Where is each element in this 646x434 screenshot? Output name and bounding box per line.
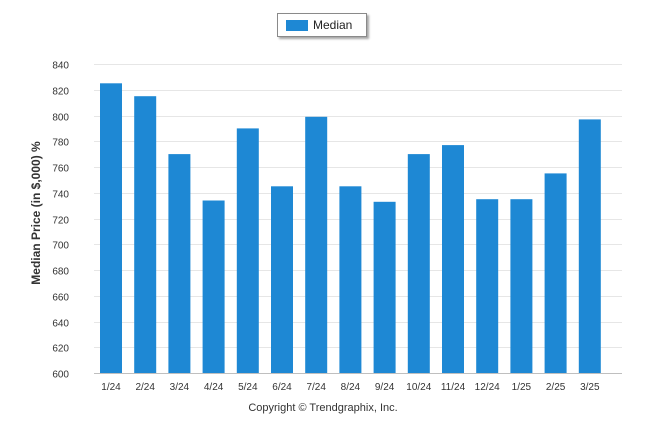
x-tick-label: 11/24 [441, 382, 466, 393]
legend: Median [277, 13, 367, 37]
y-tick-label: 680 [52, 267, 69, 278]
x-tick-label: 1/24 [101, 382, 121, 393]
y-tick-label: 640 [52, 319, 69, 330]
y-tick-label: 700 [52, 241, 69, 252]
bar [168, 154, 191, 373]
y-axis-label: Median Price (in $,000) % [29, 141, 43, 285]
x-tick-label: 5/24 [238, 382, 258, 393]
y-tick-label: 820 [52, 87, 69, 98]
y-tick-label: 780 [52, 138, 69, 149]
x-tick-label: 10/24 [406, 382, 431, 393]
bar [236, 128, 259, 373]
bar [202, 200, 225, 373]
bar [476, 199, 499, 373]
bar [339, 186, 362, 373]
bar [578, 119, 601, 374]
y-tick-label: 840 [52, 61, 69, 72]
x-tick-label: 4/24 [204, 382, 224, 393]
copyright-text: Copyright © Trendgraphix, Inc. [248, 402, 398, 414]
x-tick-label: 3/25 [580, 382, 600, 393]
x-tick-label: 3/24 [170, 382, 190, 393]
bar [407, 154, 430, 373]
y-tick-label: 620 [52, 344, 69, 355]
y-tick-label: 600 [52, 370, 69, 381]
legend-swatch [286, 19, 308, 31]
bar [100, 83, 122, 374]
y-tick-label: 800 [52, 113, 69, 124]
x-tick-label: 12/24 [475, 382, 500, 393]
bar [442, 145, 464, 373]
x-tick-label: 2/25 [546, 382, 566, 393]
bar [544, 173, 567, 373]
bar [510, 199, 533, 373]
x-tick-label: 9/24 [375, 382, 395, 393]
bar [373, 201, 396, 373]
x-tick-label: 1/25 [512, 382, 532, 393]
x-tick-label: 8/24 [341, 382, 361, 393]
x-tick-label: 6/24 [272, 382, 292, 393]
y-tick-label: 760 [52, 164, 69, 175]
y-tick-label: 660 [52, 293, 69, 304]
x-tick-label: 7/24 [306, 382, 326, 393]
x-tick-label: 2/24 [135, 382, 155, 393]
bar [271, 186, 293, 373]
bar [134, 96, 157, 373]
bar [305, 116, 328, 374]
legend-label: Median [313, 18, 353, 32]
y-tick-label: 720 [52, 216, 69, 227]
y-tick-label: 740 [52, 190, 69, 201]
